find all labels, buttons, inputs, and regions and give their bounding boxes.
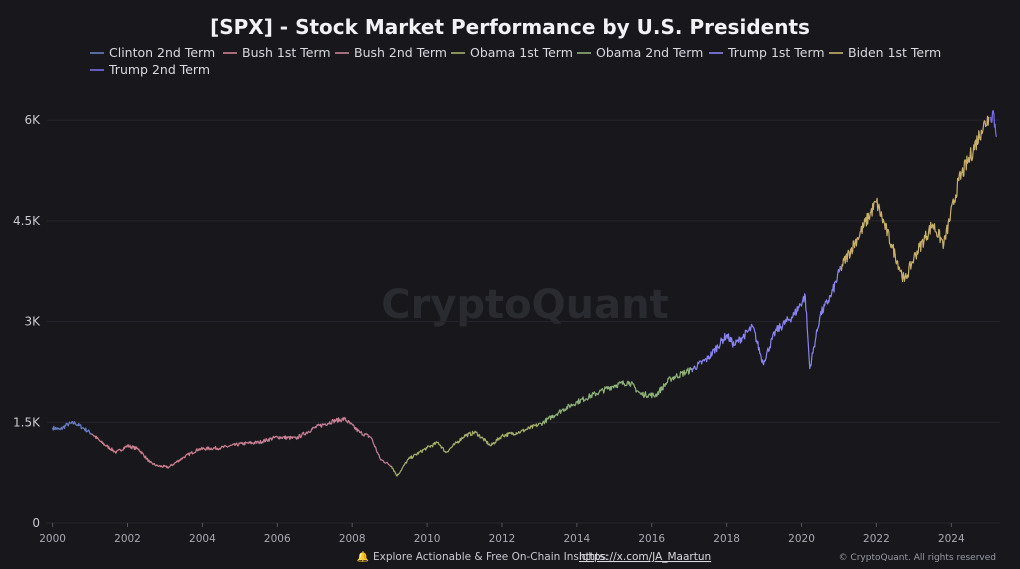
x-tick-label: 2012 [489,533,516,545]
legend-item[interactable]: Obama 1st Term [451,45,573,60]
legend-label: Bush 2nd Term [354,45,447,60]
series-lines [52,110,997,477]
legend-item[interactable]: Trump 2nd Term [90,62,210,77]
legend-label: Bush 1st Term [242,45,331,60]
footer-link[interactable]: https://x.com/JA_Maartun [579,551,711,563]
legend-label: Obama 2nd Term [596,45,703,60]
series-line [52,421,93,435]
series-line [690,265,842,373]
chart-title: [SPX] - Stock Market Performance by U.S.… [210,15,810,39]
legend-item[interactable]: Bush 1st Term [223,45,331,60]
x-tick-label: 2010 [414,533,441,545]
x-tick-label: 2002 [114,533,141,545]
y-tick-label: 3K [24,315,41,329]
legend-item[interactable]: Trump 1st Term [709,45,825,60]
y-axis: 0 1.5K 3K 4.5K 6K [13,113,41,530]
legend-label: Trump 2nd Term [108,62,210,77]
legend-label: Clinton 2nd Term [109,45,215,60]
watermark: CryptoQuant [381,282,668,328]
series-line [840,115,990,283]
x-tick-label: 2000 [39,533,66,545]
x-tick-label: 2018 [713,533,740,545]
series-line [241,416,392,467]
x-tick-label: 2004 [189,533,216,545]
series-line [990,110,997,137]
legend-item[interactable]: Obama 2nd Term [577,45,703,60]
legend-label: Obama 1st Term [470,45,573,60]
x-tick-label: 2006 [264,533,291,545]
series-line [91,433,243,469]
legend: Clinton 2nd Term Bush 1st Term Bush 2nd Te… [90,45,941,77]
x-tick-label: 2020 [788,533,815,545]
y-tick-label: 0 [32,516,40,530]
grid [47,119,1000,524]
footer-text: Explore Actionable & Free On-Chain Insig… [373,551,608,563]
series-line [540,367,692,426]
x-tick-label: 2024 [938,533,965,545]
footer-credit: © CryptoQuant. All rights reserved [839,553,996,563]
x-tick-label: 2008 [339,533,366,545]
legend-label: Trump 1st Term [727,45,825,60]
legend-item[interactable]: Bush 2nd Term [335,45,447,60]
y-tick-label: 4.5K [13,214,41,228]
y-tick-label: 6K [24,113,41,127]
x-tick-label: 2014 [563,533,590,545]
y-tick-label: 1.5K [13,415,41,429]
legend-item[interactable]: Biden 1st Term [829,45,941,60]
series-line [390,422,542,477]
legend-label: Biden 1st Term [848,45,941,60]
legend-item[interactable]: Clinton 2nd Term [90,45,215,60]
x-tick-label: 2016 [638,533,665,545]
bell-icon: 🔔 [357,551,369,563]
x-tick-label: 2022 [863,533,890,545]
x-axis: 2000 2002 2004 2006 2008 2010 2012 2014 2016 2018… [39,523,965,545]
